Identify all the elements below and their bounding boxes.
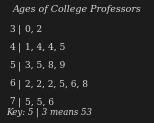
- Text: |: |: [18, 79, 21, 89]
- Text: 1, 4, 4, 5: 1, 4, 4, 5: [25, 43, 66, 52]
- Text: 2, 2, 2, 5, 6, 8: 2, 2, 2, 5, 6, 8: [25, 79, 88, 88]
- Text: 7: 7: [10, 97, 15, 106]
- Text: 3: 3: [10, 25, 15, 34]
- Text: |: |: [18, 97, 21, 107]
- Text: |: |: [18, 25, 21, 34]
- Text: |: |: [18, 43, 21, 52]
- Text: 5, 5, 6: 5, 5, 6: [25, 97, 54, 106]
- Text: |: |: [18, 61, 21, 70]
- Text: 6: 6: [10, 79, 15, 88]
- Text: 3, 5, 8, 9: 3, 5, 8, 9: [25, 61, 66, 70]
- Text: 4: 4: [10, 43, 15, 52]
- Text: Ages of College Professors: Ages of College Professors: [13, 5, 141, 14]
- Text: 5: 5: [10, 61, 15, 70]
- Text: Key: 5 | 3 means 53: Key: 5 | 3 means 53: [6, 107, 92, 117]
- Text: 0, 2: 0, 2: [25, 25, 43, 34]
